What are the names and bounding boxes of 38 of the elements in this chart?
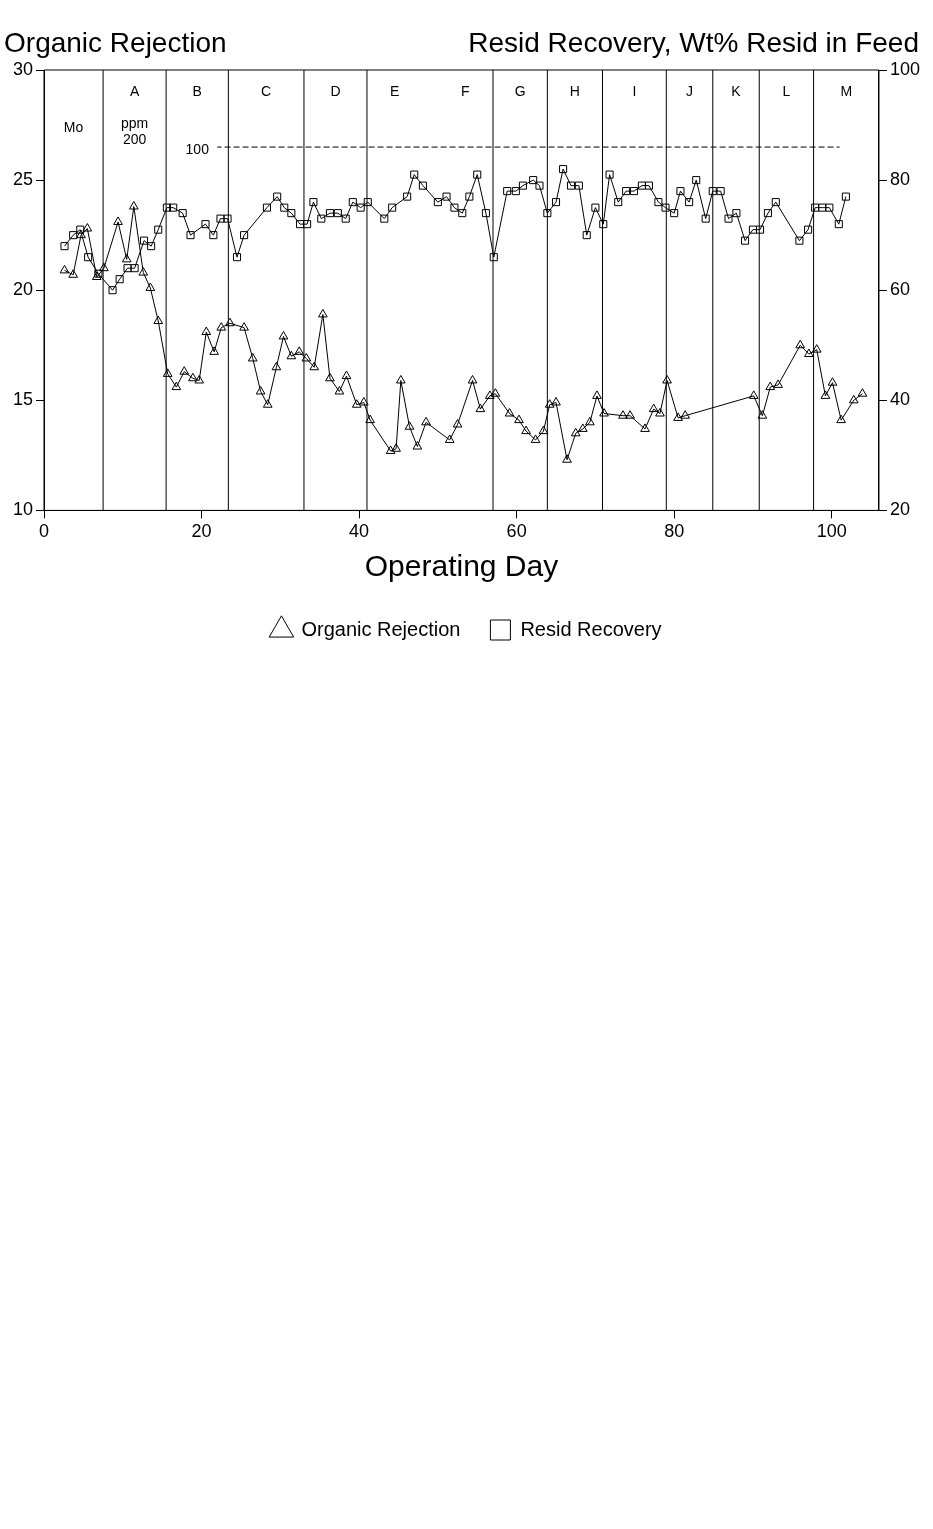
x-tick-label: 0 — [39, 521, 50, 542]
annotation: Mo — [63, 118, 84, 135]
y-tick-label: 10 — [12, 499, 34, 520]
y-tick-label: 20 — [12, 279, 34, 300]
annotation: E — [390, 82, 400, 99]
legend-label: Resid Recovery — [520, 617, 662, 640]
x-tick-label: 100 — [816, 521, 847, 542]
annotation: C — [261, 82, 272, 99]
annotation: D — [330, 82, 341, 99]
x-axis-title: Operating Day — [364, 549, 559, 583]
annotation: ppm — [120, 114, 149, 131]
annotation: I — [632, 82, 637, 99]
annotation: K — [731, 82, 742, 99]
x-tick-label: 40 — [349, 521, 370, 542]
y2-tick-label: 20 — [889, 499, 910, 520]
annotation: 200 — [122, 130, 147, 147]
x-tick-label: 60 — [506, 521, 527, 542]
y-tick-label: 30 — [12, 58, 34, 79]
annotation: B — [192, 82, 202, 99]
legend-label: Organic Rejection — [301, 617, 461, 640]
y2-tick-label: 80 — [889, 169, 910, 190]
y-tick-label: 15 — [12, 389, 34, 410]
y2-tick-label: 40 — [889, 389, 910, 410]
y2-tick-label: 100 — [889, 58, 921, 79]
annotation: F — [460, 82, 470, 99]
annotation: L — [782, 82, 791, 99]
annotation: A — [129, 82, 140, 99]
annotation: J — [686, 82, 694, 99]
y2-tick-label: 60 — [889, 279, 910, 300]
y-tick-label: 25 — [12, 169, 34, 190]
x-tick-label: 80 — [664, 521, 685, 542]
annotation: 100 — [185, 140, 210, 157]
annotation: M — [840, 82, 853, 99]
x-tick-label: 20 — [191, 521, 212, 542]
y2-axis-title: Resid Recovery, Wt% Resid in Feed — [468, 26, 919, 58]
annotation: H — [569, 82, 580, 99]
y-axis-title: Organic Rejection — [4, 26, 227, 58]
annotation: G — [514, 82, 526, 99]
